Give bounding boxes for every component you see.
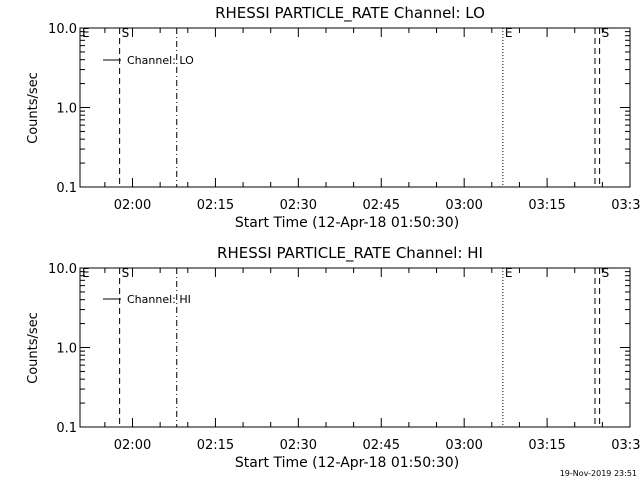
- plot-frame: [79, 27, 631, 188]
- chart-panel-lo: RHESSI PARTICLE_RATE Channel: LO E S E S 0.…: [26, 4, 640, 231]
- y-tick-label: 10.0: [48, 262, 77, 277]
- y-tick-label: 0.1: [56, 421, 77, 436]
- x-tick-label: 02:30: [280, 438, 317, 453]
- y-tick-label: 1.0: [56, 102, 77, 117]
- y-tick-label: 1.0: [56, 342, 77, 357]
- x-axis-ticks: 02:00 02:15 02:30 02:45 03:00 03:15 03:30: [104, 28, 640, 213]
- chart-title: RHESSI PARTICLE_RATE Channel: HI: [217, 244, 483, 263]
- x-axis-label: Start Time (12-Apr-18 01:50:30): [235, 455, 459, 471]
- event-marker-label: E: [82, 26, 90, 40]
- chart-title: RHESSI PARTICLE_RATE Channel: LO: [215, 4, 485, 23]
- chart-panel-hi: RHESSI PARTICLE_RATE Channel: HI E S E S 0.…: [26, 244, 640, 471]
- x-tick-label: 03:30: [611, 438, 640, 453]
- y-axis-label: Counts/sec: [26, 72, 41, 144]
- event-marker-label: S: [602, 266, 610, 280]
- x-tick-label: 02:00: [114, 198, 151, 213]
- plot-frame: [79, 267, 631, 428]
- legend-label: Channel: LO: [127, 54, 194, 67]
- x-axis-label: Start Time (12-Apr-18 01:50:30): [235, 215, 459, 231]
- x-tick-label: 02:15: [197, 198, 234, 213]
- x-tick-label: 02:45: [363, 438, 400, 453]
- event-marker-label: E: [505, 26, 513, 40]
- x-tick-label: 02:15: [197, 438, 234, 453]
- event-marker-label: E: [505, 266, 513, 280]
- y-axis-ticks: 0.1 1.0 10.0: [48, 22, 630, 196]
- x-axis-ticks: 02:00 02:15 02:30 02:45 03:00 03:15 03:30: [104, 268, 640, 453]
- y-tick-label: 0.1: [56, 181, 77, 196]
- legend: Channel: LO: [103, 54, 194, 67]
- legend: Channel: HI: [103, 293, 191, 306]
- event-marker-label: S: [602, 26, 610, 40]
- y-tick-label: 10.0: [48, 22, 77, 37]
- generation-timestamp: 19-Nov-2019 23:51: [560, 469, 637, 478]
- event-marker-label: S: [122, 26, 130, 40]
- x-tick-label: 02:00: [114, 438, 151, 453]
- x-tick-label: 03:15: [528, 438, 565, 453]
- x-tick-label: 03:30: [611, 198, 640, 213]
- legend-label: Channel: HI: [127, 293, 191, 306]
- y-axis-label: Counts/sec: [26, 312, 41, 384]
- event-marker-label: S: [122, 266, 130, 280]
- y-axis-ticks: 0.1 1.0 10.0: [48, 262, 630, 436]
- event-marker-label: E: [82, 266, 90, 280]
- x-tick-label: 02:45: [363, 198, 400, 213]
- x-tick-label: 03:00: [445, 438, 482, 453]
- x-tick-label: 02:30: [280, 198, 317, 213]
- x-tick-label: 03:00: [445, 198, 482, 213]
- x-tick-label: 03:15: [528, 198, 565, 213]
